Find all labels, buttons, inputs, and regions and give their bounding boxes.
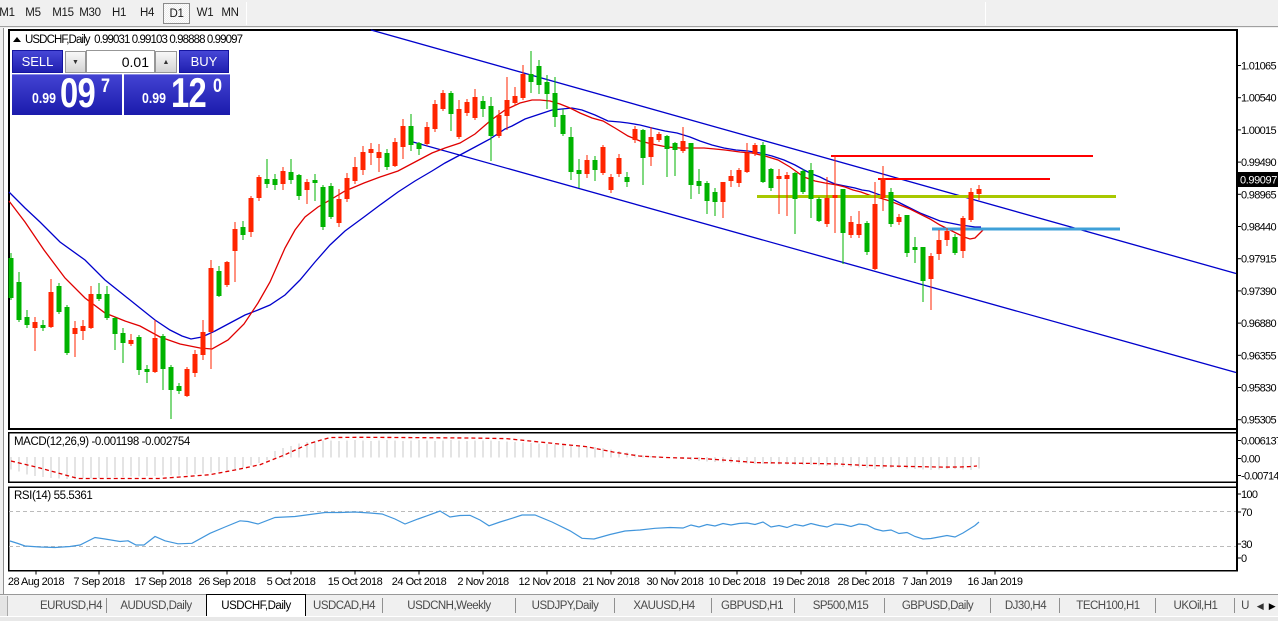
svg-text:0.97915: 0.97915 [1241,254,1276,266]
svg-text:0: 0 [1241,553,1247,565]
svg-text:1.01065: 1.01065 [1241,61,1276,73]
svg-text:100: 100 [1241,489,1258,501]
svg-text:26 Sep 2018: 26 Sep 2018 [199,576,256,588]
svg-text:0.00: 0.00 [1241,454,1260,466]
svg-text:30: 30 [1241,539,1252,551]
svg-text:16 Jan 2019: 16 Jan 2019 [967,576,1022,588]
svg-text:0.99490: 0.99490 [1241,157,1276,169]
svg-text:1.00015: 1.00015 [1241,125,1276,137]
svg-text:0.96880: 0.96880 [1241,318,1276,330]
svg-text:-0.007142: -0.007142 [1241,471,1278,483]
svg-text:MACD(12,26,9) -0.001198 -0.002: MACD(12,26,9) -0.001198 -0.002754 [14,436,191,448]
svg-text:10 Dec 2018: 10 Dec 2018 [709,576,766,588]
svg-text:70: 70 [1241,507,1252,519]
svg-text:17 Sep 2018: 17 Sep 2018 [135,576,192,588]
svg-text:19 Dec 2018: 19 Dec 2018 [773,576,830,588]
svg-text:RSI(14) 55.5361: RSI(14) 55.5361 [14,490,92,502]
svg-text:28 Aug 2018: 28 Aug 2018 [8,576,65,588]
svg-text:15 Oct 2018: 15 Oct 2018 [328,576,383,588]
svg-text:1.00540: 1.00540 [1241,93,1276,105]
svg-text:0.96355: 0.96355 [1241,350,1276,362]
svg-text:0.97390: 0.97390 [1241,286,1276,298]
svg-text:0.99097: 0.99097 [1240,175,1277,187]
svg-text:0.006137: 0.006137 [1241,436,1278,448]
svg-text:24 Oct 2018: 24 Oct 2018 [392,576,447,588]
svg-text:0.98440: 0.98440 [1241,222,1276,234]
svg-text:0.95305: 0.95305 [1241,415,1276,427]
svg-text:7 Jan 2019: 7 Jan 2019 [902,576,952,588]
svg-text:28 Dec 2018: 28 Dec 2018 [838,576,895,588]
svg-text:2 Nov 2018: 2 Nov 2018 [457,576,509,588]
svg-text:12 Nov 2018: 12 Nov 2018 [519,576,576,588]
svg-text:21 Nov 2018: 21 Nov 2018 [583,576,640,588]
svg-text:0.95830: 0.95830 [1241,383,1276,395]
svg-text:30 Nov 2018: 30 Nov 2018 [647,576,704,588]
svg-text:0.98965: 0.98965 [1241,189,1276,201]
svg-text:5 Oct 2018: 5 Oct 2018 [267,576,316,588]
svg-text:7 Sep 2018: 7 Sep 2018 [73,576,125,588]
